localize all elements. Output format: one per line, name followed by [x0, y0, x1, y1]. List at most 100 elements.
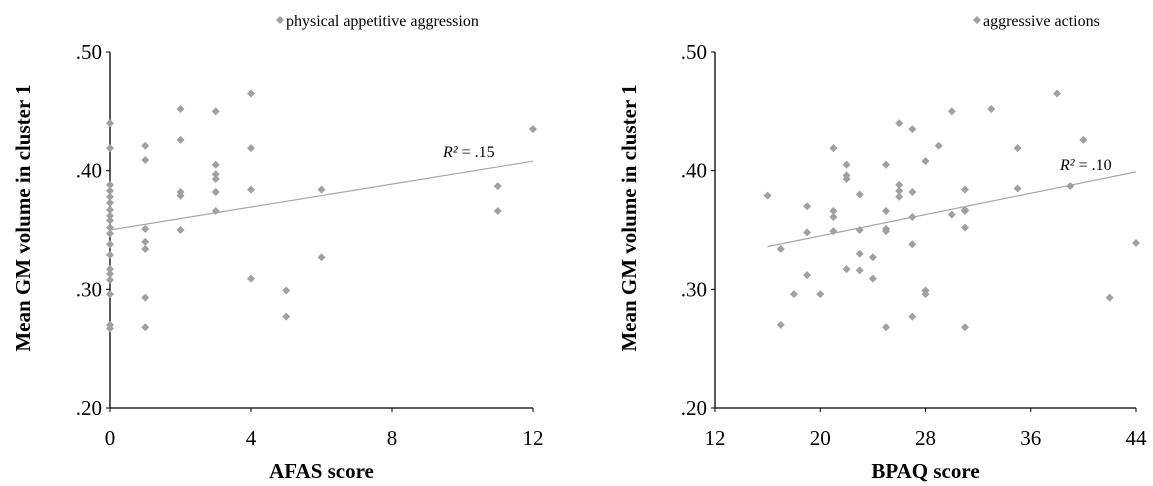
x-tick-label: 28 — [915, 426, 936, 450]
data-point — [895, 186, 904, 195]
data-point — [317, 253, 326, 262]
data-point — [895, 180, 904, 189]
r-squared-label: R² = .10 — [1059, 157, 1112, 174]
r-squared-label: R² = .15 — [442, 144, 495, 161]
data-point — [829, 227, 838, 236]
x-axis-title: BPAQ score — [871, 459, 979, 483]
data-point — [947, 107, 956, 116]
data-point — [106, 250, 114, 259]
data-point — [1013, 144, 1022, 153]
data-point — [211, 188, 220, 197]
data-point — [921, 290, 930, 299]
data-point — [789, 290, 798, 299]
y-tick-label: .20 — [76, 396, 102, 420]
legend-marker — [973, 16, 981, 24]
data-point — [855, 190, 864, 199]
data-point — [176, 104, 185, 113]
data-point — [106, 275, 114, 284]
legend-marker — [276, 16, 284, 24]
y-tick-label: .50 — [681, 40, 707, 64]
y-tick-label: .30 — [681, 277, 707, 301]
data-point — [829, 212, 838, 221]
data-point — [106, 290, 114, 299]
data-point — [1105, 293, 1114, 302]
data-point — [1132, 239, 1140, 248]
data-point — [987, 104, 996, 113]
data-point — [960, 223, 969, 232]
data-point — [106, 240, 114, 249]
data-point — [141, 293, 150, 302]
y-axis-title: Mean GM volume in cluster 1 — [617, 84, 641, 351]
data-point — [1013, 184, 1022, 193]
data-point — [176, 191, 185, 200]
data-point — [211, 160, 220, 169]
data-point — [855, 266, 864, 275]
data-point — [211, 174, 220, 183]
data-point — [829, 207, 838, 216]
data-point — [868, 253, 877, 262]
data-point — [776, 320, 785, 329]
data-point — [908, 125, 917, 134]
y-tick-label: .40 — [76, 159, 102, 183]
data-point — [282, 286, 291, 295]
data-point — [106, 223, 114, 232]
data-point — [211, 170, 220, 179]
r-squared-value: = .10 — [1075, 157, 1112, 174]
data-point — [176, 226, 185, 234]
data-point — [141, 224, 150, 233]
data-point — [960, 323, 969, 332]
y-tick-label: .20 — [681, 396, 707, 420]
data-point — [106, 265, 114, 274]
data-point — [763, 191, 772, 200]
data-point — [106, 269, 114, 278]
data-point — [829, 144, 838, 153]
trendline — [767, 171, 1137, 248]
x-tick-label: 36 — [1020, 426, 1041, 450]
data-point — [211, 207, 220, 216]
data-point — [106, 192, 114, 201]
data-point — [141, 244, 150, 253]
data-point — [493, 182, 502, 191]
data-point — [106, 186, 114, 195]
data-point — [106, 119, 114, 128]
data-point — [868, 274, 877, 283]
data-point — [960, 207, 969, 216]
data-point — [816, 290, 825, 299]
data-point — [106, 229, 114, 238]
x-tick-label: 12 — [523, 426, 544, 450]
data-point — [803, 202, 812, 211]
data-point — [141, 155, 150, 164]
data-point — [247, 89, 255, 98]
data-point — [855, 226, 864, 234]
data-point — [106, 205, 114, 214]
data-point — [921, 157, 930, 166]
data-point — [776, 244, 785, 253]
data-point — [106, 211, 114, 220]
data-point — [141, 323, 150, 332]
y-tick-label: .30 — [76, 277, 102, 301]
r-squared-symbol: R² — [442, 144, 459, 161]
x-tick-label: 8 — [387, 426, 398, 450]
y-axis-title: Mean GM volume in cluster 1 — [11, 84, 35, 351]
x-tick-label: 12 — [705, 426, 726, 450]
data-point — [1053, 89, 1062, 98]
data-point — [493, 207, 502, 216]
r-squared-symbol: R² — [1059, 157, 1076, 174]
data-point — [934, 141, 943, 150]
data-point — [882, 323, 891, 332]
r-squared-value: = .15 — [458, 144, 495, 161]
data-point — [106, 324, 114, 333]
data-point — [908, 212, 917, 221]
data-point — [141, 237, 150, 246]
right-scatter-panel: aggressive actions .20 .30 .40 .50 12 20 28 36 44… — [617, 13, 1147, 483]
data-point — [106, 180, 114, 189]
data-point — [106, 198, 114, 207]
data-point — [882, 207, 891, 216]
x-tick-label: 0 — [105, 426, 116, 450]
legend-label: physical appetitive aggression — [286, 13, 479, 30]
y-tick-label: .50 — [76, 40, 102, 64]
data-point — [803, 271, 812, 280]
data-point — [106, 144, 114, 153]
data-point — [882, 227, 891, 236]
